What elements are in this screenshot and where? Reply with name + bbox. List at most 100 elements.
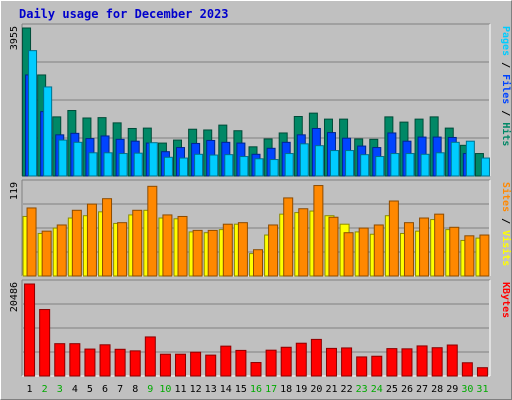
x-tick-label: 21 [325,384,337,395]
x-tick-label: 8 [132,384,138,395]
bar-kbytes-day-8 [129,350,141,377]
bar-kbytes-day-4 [69,343,81,377]
bar-kbytes-day-30 [461,362,473,377]
x-tick-label: 29 [446,384,458,395]
bar-sites-day-26 [403,222,414,277]
bar-pages-day-9 [148,142,158,177]
bar-pages-day-25 [390,153,400,177]
bar-kbytes-day-13 [205,354,217,377]
bar-pages-day-7 [118,153,128,177]
bar-pages-day-24 [375,156,385,177]
x-tick-label: 11 [174,384,186,395]
bar-sites-day-17 [268,224,279,277]
legend-segment: Hits [500,122,512,146]
bar-pages-day-23 [360,154,370,177]
bar-pages-day-20 [314,145,324,177]
bar-pages-day-6 [103,152,113,177]
bar-kbytes-day-1 [24,283,36,377]
bar-sites-day-25 [388,200,399,277]
x-tick-label: 26 [401,384,413,395]
bar-sites-day-11 [177,215,188,277]
bar-kbytes-day-26 [401,348,413,377]
bar-kbytes-day-12 [190,351,202,377]
x-tick-label: 4 [72,384,78,395]
bar-sites-day-2 [41,230,52,277]
legend-segment: KBytes [500,282,511,318]
panel-visits-sites-legend: Sites / Visits [500,182,512,266]
bar-kbytes-day-6 [99,344,111,377]
x-tick-label: 20 [310,384,322,395]
bar-kbytes-day-20 [310,338,322,377]
x-tick-label: 13 [205,384,217,395]
x-tick-label: 5 [87,384,93,395]
bar-sites-day-16 [253,249,263,277]
legend-segment: Sites [500,182,512,212]
x-tick-label: 3 [57,384,63,395]
bar-sites-day-14 [222,223,233,277]
x-tick-label: 30 [461,384,473,395]
bar-pages-day-31 [480,157,490,177]
bar-sites-day-6 [102,198,113,277]
bar-sites-day-23 [358,227,369,277]
x-tick-label: 18 [280,384,292,395]
bar-sites-day-29 [449,226,460,277]
bar-kbytes-day-14 [220,345,232,377]
x-tick-label: 27 [416,384,428,395]
bar-kbytes-day-3 [54,343,66,377]
bar-pages-day-1 [28,50,38,177]
panel-kbytes-max-label: 20486 [9,282,20,312]
bar-sites-day-12 [192,229,203,277]
bar-sites-day-18 [283,197,294,277]
bar-sites-day-15 [237,222,248,277]
bar-kbytes-day-10 [159,353,171,377]
bar-sites-day-24 [373,224,384,277]
bar-sites-day-22 [343,232,354,277]
bar-kbytes-day-9 [144,336,156,377]
x-tick-label: 15 [235,384,247,395]
x-tick-label: 10 [159,384,171,395]
bar-kbytes-day-25 [386,348,398,377]
bar-pages-day-2 [43,86,53,177]
x-tick-label: 22 [341,384,353,395]
bar-kbytes-day-29 [446,344,458,377]
legend-segment: / [500,104,511,122]
bar-sites-day-4 [71,209,82,277]
bar-kbytes-day-24 [371,355,383,377]
bar-pages-day-29 [450,141,460,177]
bar-pages-day-5 [88,152,98,177]
bar-sites-day-5 [86,203,97,277]
bar-sites-day-7 [117,222,128,277]
bar-pages-day-26 [405,153,415,177]
bar-sites-day-30 [464,235,475,277]
x-tick-label: 1 [27,384,33,395]
bar-kbytes-day-28 [431,347,443,377]
bar-sites-day-20 [313,185,324,277]
legend-segment: Visits [500,230,512,266]
bar-pages-day-4 [73,141,83,177]
bar-sites-day-10 [162,214,173,277]
x-tick-label: 7 [117,384,123,395]
x-tick-label: 17 [265,384,277,395]
bar-pages-day-27 [420,153,430,177]
x-tick-label: 2 [42,384,48,395]
legend-segment: Pages [500,26,511,56]
bar-kbytes-day-18 [280,346,292,377]
bar-sites-day-31 [479,234,490,277]
x-tick-label: 9 [147,384,153,395]
panel-kbytes-legend: KBytes [500,282,511,318]
bar-sites-day-8 [132,209,143,277]
bar-pages-day-16 [254,158,264,177]
x-tick-label: 6 [102,384,108,395]
x-tick-label: 24 [371,384,383,395]
bar-pages-day-8 [133,152,143,177]
bar-pages-day-28 [435,152,445,177]
bar-kbytes-day-19 [295,342,307,377]
panel-hits-files-pages-max-label: 3955 [9,26,20,50]
bar-pages-day-19 [299,143,309,177]
x-tick-label: 28 [431,384,443,395]
bar-pages-day-21 [329,150,339,177]
bar-pages-day-30 [465,140,475,177]
bar-kbytes-day-2 [39,309,51,377]
legend-segment: / [500,56,511,74]
bar-pages-day-15 [239,156,249,177]
